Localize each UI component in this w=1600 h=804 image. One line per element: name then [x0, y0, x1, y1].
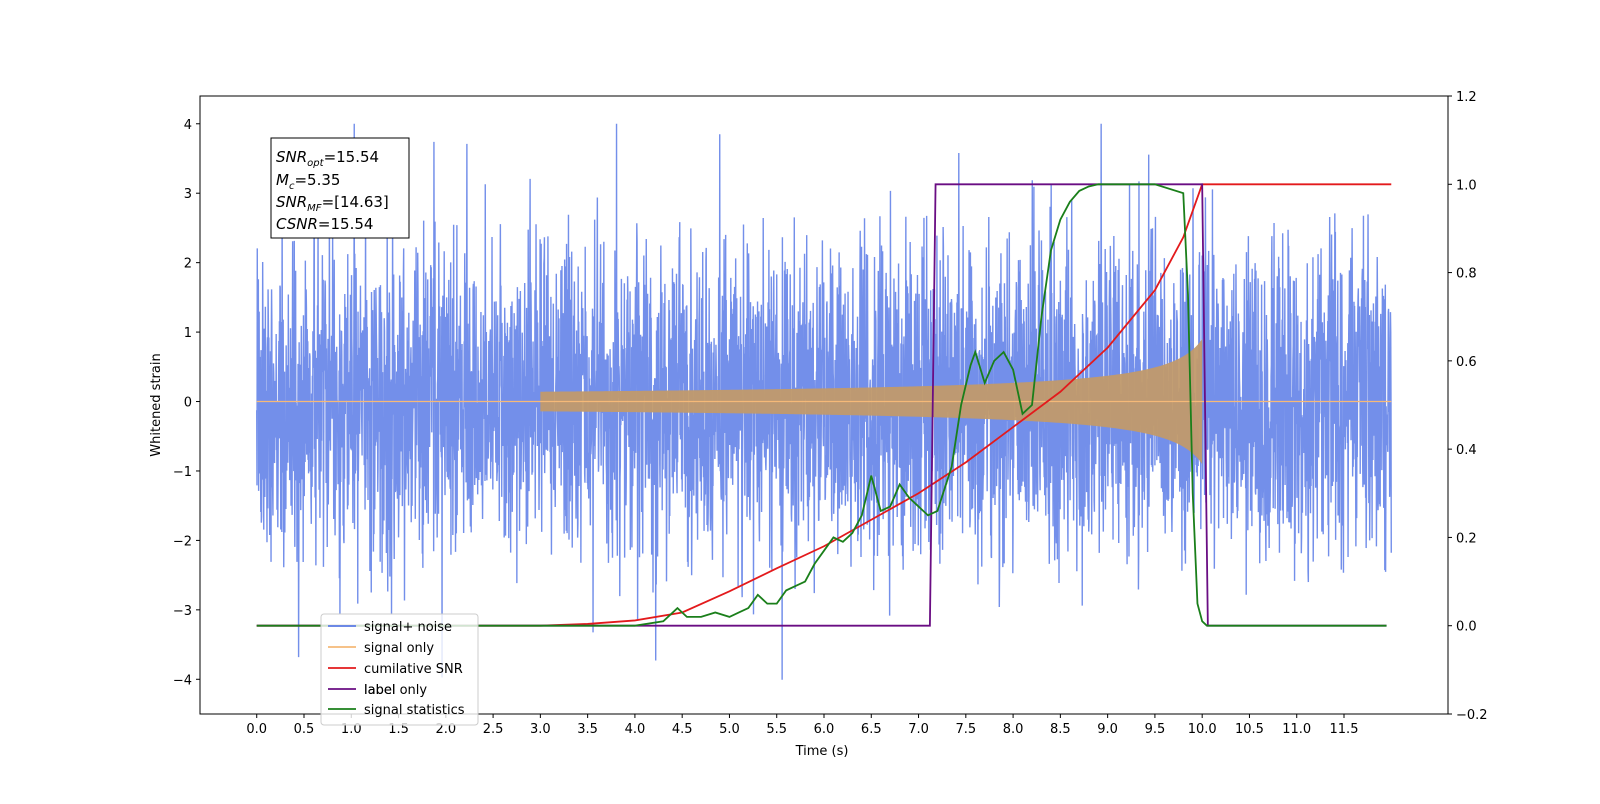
x-tick-label: 2.0: [435, 722, 456, 737]
x-tick-label: 11.5: [1330, 722, 1359, 737]
legend-label-only-label: label only: [364, 683, 427, 698]
x-tick-label: 9.0: [1097, 722, 1118, 737]
y-axis-title: Whitened strain: [149, 353, 164, 456]
x-tick-label: 3.5: [577, 722, 598, 737]
y-left-tick-label: 4: [184, 118, 192, 133]
y-left-tick-label: 1: [184, 326, 192, 341]
x-tick-label: 5.5: [766, 722, 787, 737]
y-right-tick-label: 0.0: [1456, 620, 1477, 635]
y-right-tick-label: 1.0: [1456, 178, 1477, 193]
x-tick-label: 8.5: [1050, 722, 1071, 737]
x-tick-label: 4.0: [625, 722, 646, 737]
stats-box: SNRopt=15.54 Mc=5.35 SNRMF=[14.63] CSNR=…: [270, 137, 410, 239]
x-tick-label: 2.5: [483, 722, 504, 737]
y-left-tick-label: −3: [173, 604, 192, 619]
y-left-tick-label: 2: [184, 257, 192, 272]
y-left-tick-label: 3: [184, 187, 192, 202]
y-right-tick-label: −0.2: [1456, 708, 1488, 723]
x-tick-label: 9.5: [1145, 722, 1166, 737]
x-axis-title: Time (s): [795, 744, 849, 759]
x-tick-label: 0.5: [294, 722, 315, 737]
x-tick-label: 7.0: [908, 722, 929, 737]
stats-snr-mf: SNRMF=[14.63]: [276, 193, 389, 214]
ticks-layer: 0.0 0.5 1.0 1.5 2.0 2.5 3.0 3.5 4.0 4.5 5.0 5.5 6.0 6…: [173, 90, 1488, 737]
y-right-tick-label: 0.6: [1456, 355, 1477, 370]
y-right-tick-label: 0.4: [1456, 443, 1477, 458]
series-layer: [256, 123, 1392, 680]
y-left-tick-label: 0: [184, 396, 192, 411]
x-tick-label: 11.0: [1282, 722, 1311, 737]
legend-cumulative-snr-label: cumilative SNR: [364, 662, 463, 677]
series-signal-noise: [256, 123, 1392, 680]
y-left-tick-label: −4: [173, 673, 192, 688]
x-tick-label: 6.0: [814, 722, 835, 737]
series-signal-statistics: [256, 183, 1387, 627]
x-tick-label: 7.5: [955, 722, 976, 737]
x-tick-label: 3.0: [530, 722, 551, 737]
legend-label-label: label: [364, 683, 395, 698]
legend-signal-noise-label: signal+ noise: [364, 620, 452, 635]
y-left-tick-label: −2: [173, 534, 192, 549]
stats-chirp-mass: Mc=5.35: [276, 171, 340, 192]
series-cumulative-snr: [256, 183, 1392, 627]
legend-signal-statistics-label: signal statistics: [364, 703, 465, 718]
legend: signal+ noise signal only cumilative SNR la…: [320, 613, 479, 726]
stats-box-frame: [270, 137, 410, 239]
x-tick-label: 4.5: [672, 722, 693, 737]
x-tick-label: 10.0: [1188, 722, 1217, 737]
x-tick-label: 8.0: [1003, 722, 1024, 737]
x-tick-label: 5.0: [719, 722, 740, 737]
legend-frame: [320, 613, 479, 726]
y-right-tick-label: 0.2: [1456, 531, 1477, 546]
x-tick-label: 0.0: [246, 722, 267, 737]
y-left-tick-label: −1: [173, 465, 192, 480]
x-tick-label: 6.5: [861, 722, 882, 737]
stats-csnr: CSNR=15.54: [276, 215, 373, 233]
stats-snr-opt: SNRopt=15.54: [276, 148, 379, 169]
x-tick-label: 1.5: [388, 722, 409, 737]
x-tick-label: 1.0: [341, 722, 362, 737]
y-right-tick-label: 1.2: [1456, 90, 1477, 105]
y-right-tick-label: 0.8: [1456, 267, 1477, 282]
x-tick-label: 10.5: [1235, 722, 1264, 737]
legend-signal-only-label: signal only: [364, 641, 434, 656]
